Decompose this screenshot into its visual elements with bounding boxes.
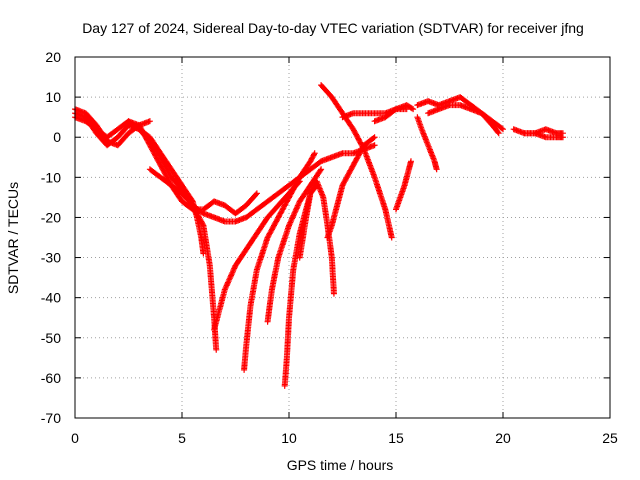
y-tick-label: -40 xyxy=(41,290,61,306)
series-markers xyxy=(264,166,325,325)
series-markers xyxy=(125,118,207,257)
series-arc-8 xyxy=(264,166,325,325)
data-series xyxy=(72,82,566,389)
series-arc-7 xyxy=(241,150,318,373)
y-axis-ticks: -70 -60 -50 -40 -30 -20 -10 0 10 20 xyxy=(41,49,610,426)
series-arc-5 xyxy=(146,166,220,353)
y-tick-label: 20 xyxy=(45,49,61,65)
series-markers xyxy=(241,150,318,373)
x-tick-label: 5 xyxy=(178,430,186,446)
series-markers xyxy=(281,182,320,389)
series-markers xyxy=(425,102,502,137)
series-arc-4 xyxy=(125,118,207,257)
y-tick-label: -20 xyxy=(41,209,61,225)
x-tick-label: 10 xyxy=(281,430,297,446)
x-axis-ticks: 0 5 10 15 20 25 xyxy=(71,57,618,446)
series-markers xyxy=(414,114,440,173)
series-markers xyxy=(324,134,378,241)
series-arc-21 xyxy=(521,130,566,141)
series-arc-15 xyxy=(371,102,417,125)
y-tick-label: -30 xyxy=(41,250,61,266)
y-tick-label: 0 xyxy=(53,129,61,145)
chart-title: Day 127 of 2024, Sidereal Day-to-day VTE… xyxy=(82,20,584,36)
series-arc-17 xyxy=(414,114,440,173)
series-arc-19 xyxy=(425,102,502,137)
x-tick-label: 15 xyxy=(388,430,404,446)
y-tick-label: -70 xyxy=(41,410,61,426)
series-arc-16 xyxy=(393,158,414,213)
series-markers xyxy=(393,158,414,213)
plot-frame xyxy=(74,56,611,419)
series-markers xyxy=(521,130,566,141)
x-tick-label: 20 xyxy=(495,430,511,446)
y-axis-label: SDTVAR / TECUs xyxy=(5,182,21,294)
x-tick-label: 0 xyxy=(71,430,79,446)
y-tick-label: -10 xyxy=(41,169,61,185)
x-axis-label: GPS time / hours xyxy=(287,457,394,473)
y-tick-label: -60 xyxy=(41,370,61,386)
series-arc-9 xyxy=(281,182,320,389)
series-markers xyxy=(371,102,417,125)
series-markers xyxy=(146,166,220,353)
y-tick-label: -50 xyxy=(41,330,61,346)
x-tick-label: 25 xyxy=(602,430,618,446)
series-arc-12 xyxy=(324,134,378,241)
y-tick-label: 10 xyxy=(45,89,61,105)
